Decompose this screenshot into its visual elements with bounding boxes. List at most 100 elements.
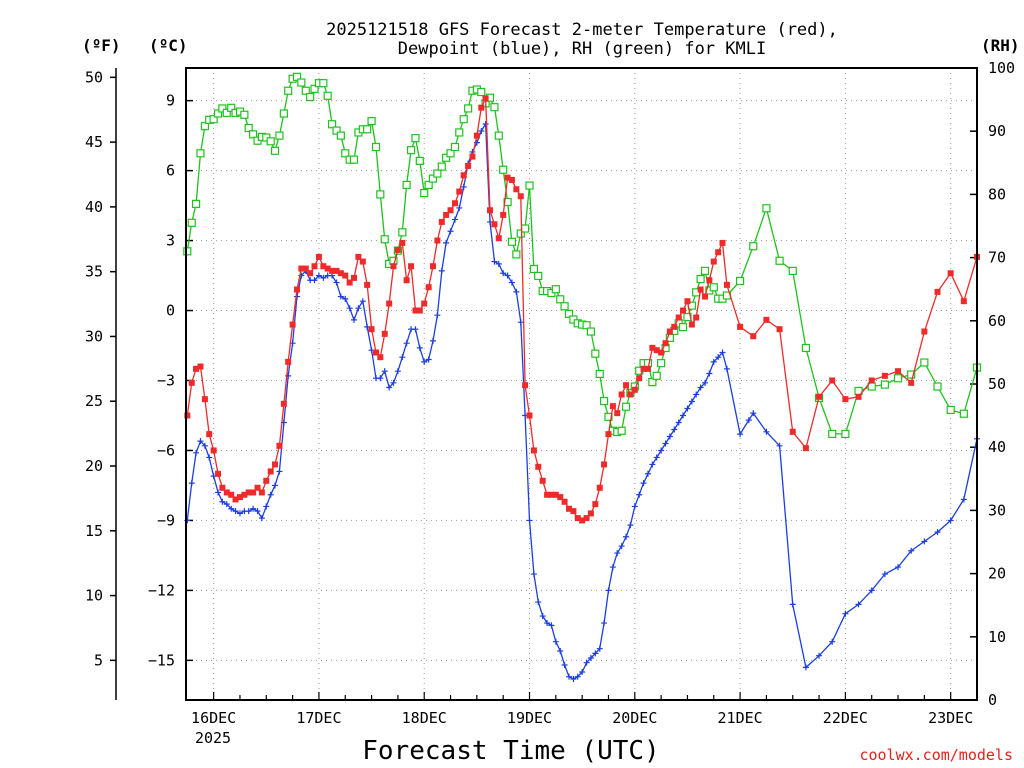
rh-point [617,426,626,435]
2-meter-temperature-point [215,470,222,477]
dewpoint-point [737,431,744,438]
rh-point [529,264,539,274]
2-meter-temperature-point [478,104,485,111]
rh-point [301,86,310,95]
dewpoint-point [236,510,243,517]
dewpoint-point [623,533,630,540]
dewpoint-point [557,648,564,655]
dewpoint-point [934,529,941,536]
rh-point [828,429,837,439]
rh-point [525,181,534,190]
2-meter-temperature-point [789,428,796,435]
rh-point [933,382,942,391]
dewpoint-point [570,676,577,683]
rh-point [946,405,955,415]
2-meter-temperature-point [592,501,599,508]
2-meter-temperature-point [500,211,507,218]
2-meter-temperature-point [342,272,349,279]
dewpoint-point [267,491,274,498]
rh-point [700,266,710,275]
rh-point [477,87,486,97]
2-meter-temperature-point [737,323,744,330]
2-meter-temperature-point [662,340,669,347]
rh-point [433,169,442,178]
2-meter-temperature-point [359,258,366,265]
rh-point [595,369,604,378]
rh-tick-label: 90 [988,122,1006,140]
2-meter-temperature-point [206,431,213,438]
dewpoint-point [311,277,318,284]
celsius-tick-label: −15 [148,651,175,669]
2-meter-temperature-point [193,365,200,372]
dewpoint-point [250,505,257,512]
2-meter-temperature-point [201,396,208,403]
dewpoint-point [614,550,621,557]
2-meter-temperature-point [324,265,331,272]
2-meter-temperature-point [750,333,757,340]
2-meter-temperature-point [570,508,577,515]
rh-point [556,295,565,304]
rh-point [591,349,600,358]
2-meter-temperature-point [802,445,809,452]
rh-tick-label: 80 [988,185,1006,203]
2-meter-temperature-point [618,391,625,398]
2-meter-temperature-point [552,491,559,498]
rh-point [551,285,560,294]
rh-point [494,131,503,140]
fahrenheit-tick-label: 45 [85,133,103,151]
2-meter-temperature-point [526,412,533,419]
2-meter-temperature-point [535,463,542,470]
rh-point [424,180,433,190]
dewpoint-point [666,433,673,440]
dewpoint-point [535,599,542,606]
2-meter-temperature-point [666,328,673,335]
dewpoint-point [653,454,660,461]
dewpoint-point [188,480,195,487]
dewpoint-point [294,293,301,300]
2-meter-temperature-point [267,468,274,475]
rh-point [643,359,653,368]
2-meter-temperature-point [447,207,454,214]
2-meter-temperature-point [623,382,630,389]
2-meter-temperature-point [697,286,704,293]
2-meter-temperature-point [921,328,928,335]
dewpoint-point [342,295,349,302]
dewpoint-point [671,426,678,433]
rh-point [227,103,236,112]
dewpoint-point [684,405,691,412]
celsius-tick-label: 6 [166,162,175,180]
dewpoint-point [421,358,428,365]
dewpoint-point [495,260,502,267]
dewpoint-point [802,664,809,671]
dewpoint-point [544,620,551,627]
2-meter-temperature-point [644,365,651,372]
time-axis-ticks: 16DEC 17DEC 18DEC 19DEC 20DEC 21DEC 22DEC 23DEC [191,692,973,727]
dewpoint-point [320,274,327,281]
dewpoint-point [644,470,651,477]
rh-point [599,396,609,406]
2-meter-temperature-point [776,326,783,333]
rh-point [367,116,376,126]
dewpoint-point [868,587,875,594]
rh-point [709,283,718,292]
2-meter-temperature-point [539,477,546,484]
dewpoint-point [548,622,555,629]
2-meter-temperature-point [280,400,287,407]
celsius-tick-label: −12 [148,581,175,599]
rh-point [306,92,315,102]
2-meter-temperature-point [451,200,458,207]
dewpoint-point [921,538,928,545]
rh-point [341,149,350,158]
dewpoint-point [429,337,436,344]
rh-point [450,142,460,152]
rh-point [297,78,306,87]
dewpoint-point [513,288,520,295]
rh-point [371,142,381,152]
dewpoint-point [346,305,353,312]
dewpoint-point [706,370,713,377]
dewpoint-point [254,508,261,515]
2-meter-temperature-point [210,447,217,454]
dewpoint-point [750,410,757,417]
rh-tick-label: 20 [988,565,1006,583]
